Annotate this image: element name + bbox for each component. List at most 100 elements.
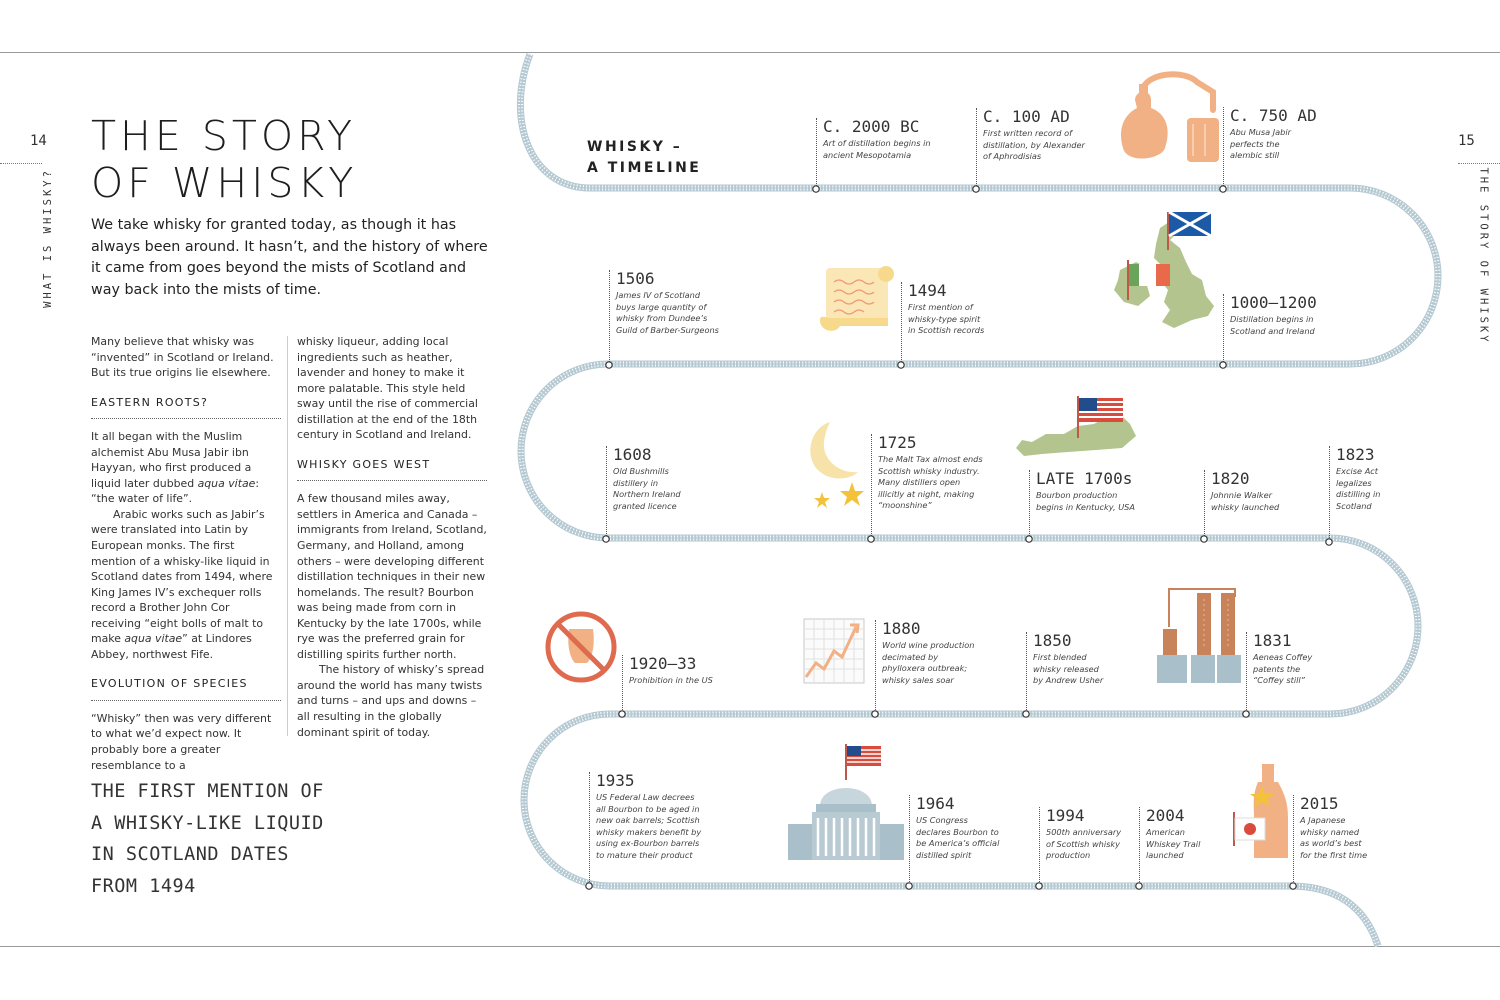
- event-1000-1200: 1000–1200 Distillation begins in Scotland…: [1223, 294, 1317, 366]
- event-1820: 1820 Johnnie Walker whisky launched: [1204, 470, 1279, 540]
- event-year: C. 750 AD: [1230, 106, 1317, 125]
- page-number-right-dots: [1458, 163, 1500, 164]
- alembic-still-icon: [1120, 71, 1219, 162]
- event-year: 1608: [613, 445, 652, 464]
- ireland-flag-icon: [1127, 260, 1170, 300]
- event-description: Excise Act legalizes distilling in Scotland: [1336, 466, 1381, 511]
- page-title: THE STORY OF WHISKY: [91, 113, 357, 207]
- page-title-line2: OF WHISKY: [91, 159, 358, 207]
- event-description: Johnnie Walker whisky launched: [1211, 490, 1280, 512]
- japanese-whisky-bottle-icon: [1233, 764, 1288, 858]
- event-c100ad: C. 100 AD First written record of distill…: [976, 108, 1085, 190]
- heading-whisky-goes-west: WHISKY GOES WEST: [297, 457, 487, 482]
- event-1823: 1823 Excise Act legalizes distilling in Sco…: [1329, 446, 1381, 542]
- event-description: US Congress declares Bourbon to be America…: [916, 815, 1000, 860]
- page-number-right: 15: [1458, 133, 1475, 149]
- event-description: 500th anniversary of Scottish whisky produ…: [1046, 827, 1122, 860]
- kentucky-map-icon: [1016, 396, 1136, 456]
- body-column-1: Many believe that whisky was “invented” …: [91, 334, 281, 773]
- event-year: LATE 1700s: [1036, 469, 1133, 488]
- event-description: World wine production decimated by phyllox…: [882, 640, 975, 685]
- col1-paragraph-4: “Whisky” then was very different to what…: [91, 711, 272, 772]
- event-1920-33: 1920–33 Prohibition in the US: [622, 655, 713, 716]
- event-year: 1823: [1336, 445, 1375, 464]
- event-description: First mention of whisky-type spirit in Sco…: [908, 302, 985, 335]
- event-year: 1831: [1253, 631, 1292, 650]
- scotland-flag-icon: [1167, 210, 1212, 250]
- page-title-line1: THE STORY: [91, 112, 357, 160]
- capitol-building-icon: [788, 744, 904, 860]
- event-description: Aeneas Coffey patents the “Coffey still”: [1253, 652, 1313, 685]
- pull-quote: THE FIRST MENTION OF A WHISKY-LIKE LIQUI…: [91, 776, 324, 902]
- event-year: 2004: [1146, 806, 1185, 825]
- no-drinking-sign-icon: [545, 611, 617, 683]
- event-year: 1994: [1046, 806, 1085, 825]
- event-year: 1506: [616, 269, 655, 288]
- event-2004: 2004 American Whiskey Trail launched: [1139, 807, 1200, 888]
- event-description: Bourbon production begins in Kentucky, US…: [1036, 490, 1135, 512]
- page-number-left-dots: [0, 163, 42, 164]
- event-1994: 1994 500th anniversary of Scottish whisky…: [1039, 807, 1121, 888]
- event-description: American Whiskey Trail launched: [1146, 827, 1201, 860]
- event-late-1700s: LATE 1700s Bourbon production begins in K…: [1029, 470, 1135, 540]
- intro-paragraph: We take whisky for granted today, as tho…: [91, 217, 488, 298]
- page-number-left: 14: [30, 133, 47, 149]
- event-description: US Federal Law decrees all Bourbon to be …: [596, 792, 702, 860]
- timeline-heading-line2: A TIMELINE: [587, 160, 702, 176]
- col1-paragraph-2: It all began with the Muslim alchemist A…: [91, 430, 260, 506]
- heading-evolution-of-species: EVOLUTION OF SPECIES: [91, 676, 281, 701]
- sales-chart-icon: [803, 618, 865, 684]
- pull-quote-line4: FROM 1494: [91, 875, 196, 897]
- event-description: Old Bushmills distillery in Northern Irela…: [613, 466, 681, 511]
- event-description: Distillation begins in Scotland and Irela…: [1230, 314, 1315, 336]
- event-year: C. 2000 BC: [823, 117, 920, 136]
- pull-quote-line2: A WHISKY-LIKE LIQUID: [91, 812, 324, 834]
- event-year: 1000–1200: [1230, 293, 1317, 312]
- event-description: The Malt Tax almost ends Scottish whisky …: [878, 454, 983, 510]
- event-year: 1880: [882, 619, 921, 638]
- event-1494: 1494 First mention of whisky-type spirit i…: [901, 282, 984, 366]
- event-year: 1920–33: [629, 654, 697, 673]
- event-1831: 1831 Aeneas Coffey patents the “Coffey sti…: [1246, 632, 1312, 716]
- event-1725: 1725 The Malt Tax almost ends Scottish wh…: [871, 434, 983, 540]
- col2-paragraph-3: The history of whisky’s spread around th…: [297, 663, 485, 739]
- col2-paragraph-2: A few thousand miles away, settlers in A…: [297, 492, 487, 661]
- event-year: 1494: [908, 281, 947, 300]
- event-year: 1850: [1033, 631, 1072, 650]
- pull-quote-line1: THE FIRST MENTION OF: [91, 781, 324, 802]
- scroll-icon: [820, 266, 894, 331]
- usa-flag-icon-2: [845, 744, 881, 780]
- event-year: 1820: [1211, 469, 1250, 488]
- event-year: 1935: [596, 771, 635, 790]
- event-description: Art of distillation begins in ancient Mes…: [823, 138, 931, 160]
- pull-quote-line3: IN SCOTLAND DATES: [91, 844, 289, 865]
- col1-paragraph-1: Many believe that whisky was “invented” …: [91, 335, 274, 380]
- event-description: First blended whisky released by Andrew Us…: [1033, 652, 1104, 685]
- event-description: James IV of Scotland buys large quantity …: [616, 290, 719, 335]
- event-1964: 1964 US Congress declares Bourbon to be Am…: [909, 795, 999, 888]
- event-description: Abu Musa Jabir perfects the alembic still: [1230, 127, 1291, 160]
- usa-flag-icon: [1077, 396, 1123, 438]
- column-divider: [287, 336, 288, 736]
- body-column-2: whisky liqueur, adding local ingredients…: [297, 334, 487, 740]
- event-1880: 1880 World wine production decimated by ph…: [875, 620, 975, 716]
- heading-eastern-roots: EASTERN ROOTS?: [91, 395, 281, 420]
- event-2015: 2015 A Japanese whisky named as world’s be…: [1293, 795, 1367, 888]
- timeline-heading: WHISKY – A TIMELINE: [587, 137, 701, 179]
- event-1850: 1850 First blended whisky released by Andr…: [1026, 632, 1103, 716]
- top-rule: [0, 52, 1500, 53]
- event-1935: 1935 US Federal Law decrees all Bourbon t…: [589, 772, 701, 888]
- event-1608: 1608 Old Bushmills distillery in Northern …: [606, 446, 681, 540]
- event-description: Prohibition in the US: [629, 675, 713, 685]
- timeline-heading-line1: WHISKY –: [587, 139, 683, 155]
- event-description: First written record of distillation, by …: [983, 128, 1085, 161]
- event-c750ad: C. 750 AD Abu Musa Jabir perfects the alem…: [1223, 107, 1317, 190]
- event-year: 1725: [878, 433, 917, 452]
- event-1506: 1506 James IV of Scotland buys large quan…: [609, 270, 719, 366]
- uk-ireland-map-icon: [1114, 210, 1214, 328]
- event-year: C. 100 AD: [983, 107, 1070, 126]
- japan-flag-icon: [1233, 812, 1266, 846]
- event-c2000bc: C. 2000 BC Art of distillation begins in…: [816, 118, 931, 190]
- event-description: A Japanese whisky named as world’s best for…: [1300, 815, 1368, 860]
- col2-paragraph-1: whisky liqueur, adding local ingredients…: [297, 335, 478, 442]
